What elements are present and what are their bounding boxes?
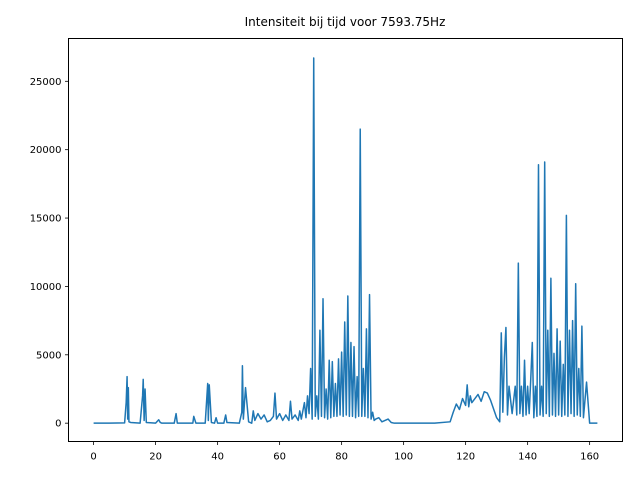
x-tick-label: 120 bbox=[456, 452, 475, 463]
y-tick-label: 15000 bbox=[30, 214, 62, 225]
x-tick-label: 20 bbox=[149, 452, 162, 463]
y-tick-label: 10000 bbox=[30, 282, 62, 293]
plot-area bbox=[93, 57, 598, 424]
x-tick-label: 40 bbox=[211, 452, 224, 463]
series-line-0 bbox=[93, 57, 598, 424]
x-tick-label: 60 bbox=[273, 452, 286, 463]
y-tick-label: 0 bbox=[55, 419, 61, 430]
x-axis: 0 20 40 60 80 100 120 140 160 bbox=[90, 441, 599, 463]
x-tick-label: 160 bbox=[580, 452, 599, 463]
y-tick-label: 25000 bbox=[30, 77, 62, 88]
x-tick-label: 100 bbox=[394, 452, 413, 463]
chart-title: Intensiteit bij tijd voor 7593.75Hz bbox=[245, 15, 446, 29]
x-tick-label: 140 bbox=[518, 452, 537, 463]
axes-frame bbox=[68, 38, 623, 442]
x-tick-label: 80 bbox=[335, 452, 348, 463]
y-axis: 0 5000 10000 15000 20000 25000 bbox=[30, 77, 69, 430]
y-tick-label: 20000 bbox=[30, 145, 62, 156]
y-tick-label: 5000 bbox=[36, 350, 61, 361]
x-tick-label: 0 bbox=[90, 452, 96, 463]
